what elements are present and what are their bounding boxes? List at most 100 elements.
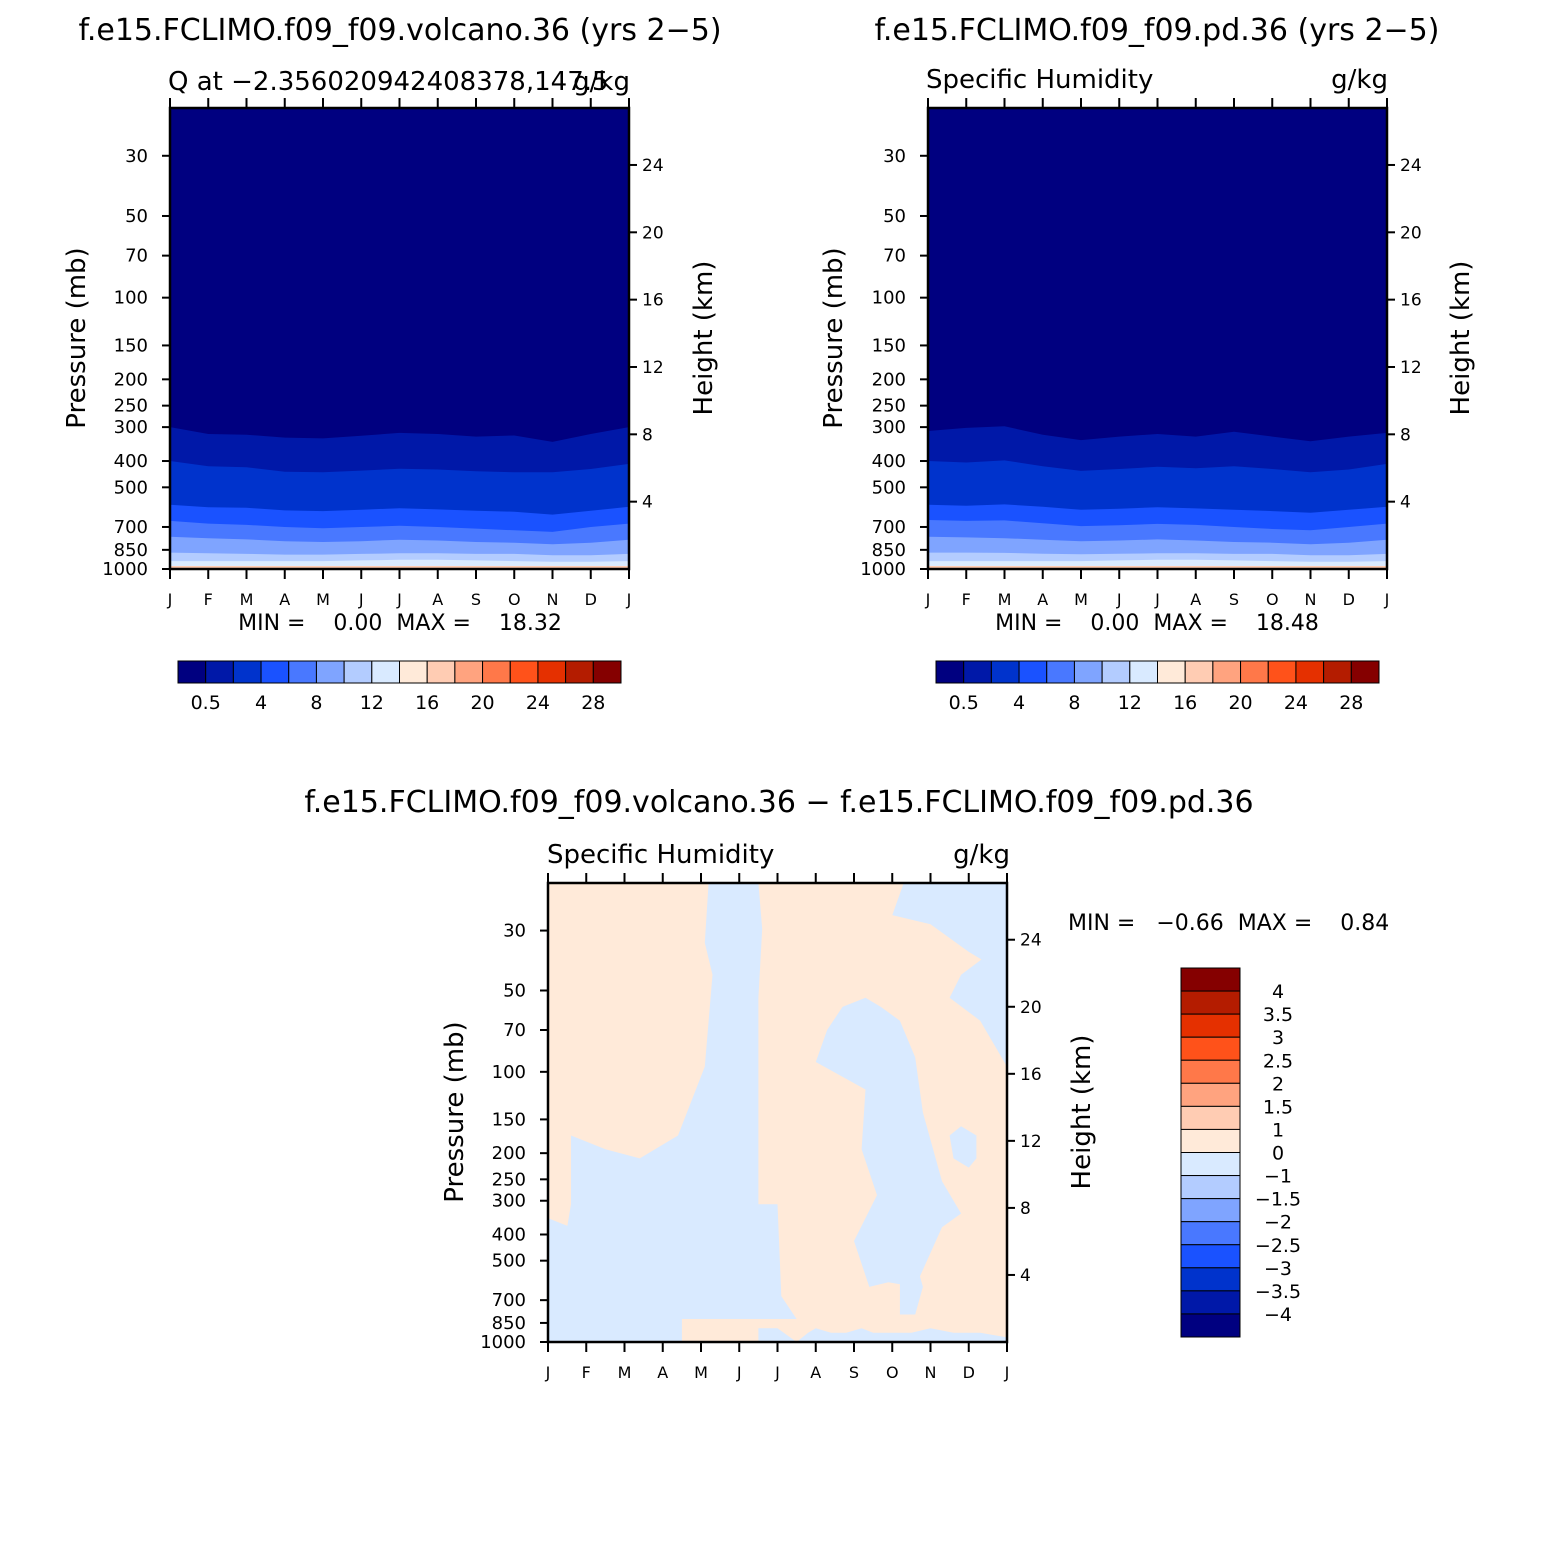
panel-pd-colorbar-box	[1240, 660, 1269, 684]
panel-difference-right-subtitle: g/kg	[953, 840, 1010, 870]
panel-pd-pressure-tick-label: 1000	[860, 559, 906, 580]
panel-volcano-colorbar-box	[315, 660, 345, 684]
panel-difference-colorbar-label: 2	[1272, 1073, 1284, 1095]
panel-difference-height-tick-label: 24	[1020, 931, 1042, 951]
panel-pd-month-label: J	[925, 590, 931, 609]
panel-pd-left-subtitle: Specific Humidity	[926, 65, 1153, 95]
panel-pd-pressure-tick-label: 400	[872, 451, 906, 472]
panel-difference-colorbar-label: 3.5	[1263, 1004, 1293, 1026]
panel-pd-month-label: S	[1229, 590, 1239, 609]
panel-pd-colorbar-box	[1046, 660, 1075, 684]
panel-difference-pressure-tick-label: 1000	[480, 1332, 526, 1353]
panel-difference-colorbar-label: 0	[1272, 1143, 1284, 1165]
panel-volcano-colorbar-box	[426, 660, 456, 684]
panel-volcano-month-label: S	[471, 590, 481, 609]
panel-difference-contour-fill	[548, 883, 1007, 1342]
panel-pd-month-label: D	[1343, 590, 1355, 609]
panel-pd-colorbar-label: 12	[1118, 692, 1142, 714]
panel-difference-negative-region	[758, 1328, 797, 1342]
panel-pd-pressure-tick-label: 850	[872, 540, 906, 561]
panel-volcano-colorbar-label: 24	[526, 692, 550, 714]
panel-difference-colorbar-label: 4	[1272, 981, 1284, 1003]
panel-difference-pressure-tick-label: 50	[503, 981, 526, 1002]
panel-pd-colorbar-box	[1295, 660, 1325, 684]
panel-volcano-colorbar-label: 12	[360, 692, 384, 714]
panel-difference-height-tick-label: 16	[1020, 1065, 1042, 1085]
panel-pd-stats: MIN = 0.00 MAX = 18.48	[995, 611, 1319, 636]
panel-pd-title: f.e15.FCLIMO.f09_f09.pd.36 (yrs 2−5)	[875, 13, 1440, 48]
panel-volcano-month-label: J	[626, 590, 632, 609]
panel-difference-colorbar-box	[1180, 1036, 1241, 1061]
panel-volcano-month-label: F	[204, 590, 213, 609]
panel-volcano-height-tick-label: 24	[642, 156, 664, 176]
panel-volcano-pressure-tick-label: 300	[114, 417, 148, 438]
panel-pd: f.e15.FCLIMO.f09_f09.pd.36 (yrs 2−5) Spe…	[819, 13, 1476, 714]
panel-difference-colorbar-label: 1	[1272, 1119, 1284, 1141]
panel-pd-colorbar-box	[1323, 660, 1352, 684]
panel-difference-month-label: M	[694, 1363, 708, 1382]
panel-volcano-right-subtitle: g/kg	[573, 67, 630, 97]
panel-difference-colorbar-box	[1180, 1059, 1241, 1084]
panel-volcano-pressure-tick-label: 1000	[102, 559, 148, 580]
panel-volcano-month-label: J	[396, 590, 402, 609]
panel-difference-month-label: A	[810, 1363, 821, 1382]
panel-difference-pressure-tick-label: 700	[492, 1290, 526, 1311]
panel-pd-month-label: O	[1266, 590, 1279, 609]
panel-volcano-pressure-tick-label: 850	[114, 540, 148, 561]
panel-volcano-pressure-tick-label: 400	[114, 451, 148, 472]
panel-pd-colorbar-box	[935, 660, 965, 684]
panel-pd-colorbar-box	[1350, 660, 1380, 684]
panel-difference-colorbar-box	[1180, 1128, 1241, 1153]
panel-pd-left-axis-label: Pressure (mb)	[819, 247, 849, 428]
panel-difference-colorbar-box	[1180, 1221, 1241, 1246]
panel-volcano-contour-fill	[170, 108, 629, 569]
panel-volcano-colorbar-label: 4	[255, 692, 267, 714]
panel-difference-negative-region	[563, 883, 797, 1333]
panel-pd-colorbar-box	[990, 660, 1020, 684]
panel-pd-colorbar-label: 20	[1228, 692, 1252, 714]
panel-volcano-height-tick-label: 12	[642, 358, 664, 378]
panel-volcano-month-label: J	[167, 590, 173, 609]
panel-difference-colorbar-label: 2.5	[1263, 1050, 1293, 1072]
panel-pd-height-tick-label: 16	[1400, 291, 1422, 311]
panel-volcano-stats: MIN = 0.00 MAX = 18.32	[238, 611, 562, 636]
panel-pd-pressure-tick-label: 70	[883, 246, 906, 267]
panel-pd-pressure-tick-label: 500	[872, 477, 906, 498]
panel-volcano-colorbar-box	[260, 660, 290, 684]
panel-difference-month-label: N	[925, 1363, 937, 1382]
panel-difference-colorbar-box	[1180, 1175, 1241, 1200]
panel-difference-pressure-tick-label: 300	[492, 1191, 526, 1212]
panel-volcano-pressure-tick-label: 150	[114, 335, 148, 356]
panel-pd-pressure-tick-label: 200	[872, 369, 906, 390]
panel-pd-colorbar: 0.5 4 8 12 16 20 24 28	[935, 660, 1380, 714]
panel-pd-month-label: J	[1154, 590, 1160, 609]
panel-difference-colorbar-box	[1180, 990, 1241, 1015]
panel-volcano-pressure-tick-label: 100	[114, 288, 148, 309]
panel-difference-height-tick-label: 12	[1020, 1132, 1042, 1152]
panel-volcano-pressure-tick-label: 70	[125, 246, 148, 267]
panel-difference-colorbar-box	[1180, 967, 1241, 992]
panel-volcano-colorbar-box	[232, 660, 262, 684]
panel-pd-pressure-tick-label: 50	[883, 206, 906, 227]
panel-volcano-colorbar-label: 28	[581, 692, 605, 714]
panel-pd-colorbar-label: 24	[1284, 692, 1308, 714]
panel-pd-height-tick-label: 8	[1400, 425, 1411, 445]
panel-difference-colorbar-label: −2	[1264, 1212, 1292, 1234]
panel-difference-month-label: O	[886, 1363, 899, 1382]
panel-pd-pressure-tick-label: 150	[872, 335, 906, 356]
panel-pd-contour-band	[928, 566, 1387, 569]
panel-difference-left-subtitle: Specific Humidity	[547, 840, 774, 870]
panel-volcano-colorbar-box	[509, 660, 539, 684]
panel-volcano-pressure-tick-label: 50	[125, 206, 148, 227]
panel-volcano-height-tick-label: 16	[642, 291, 664, 311]
panel-volcano-month-label: O	[508, 590, 521, 609]
panel-difference-pressure-tick-label: 400	[492, 1224, 526, 1245]
panel-difference-month-label: D	[963, 1363, 975, 1382]
panel-difference-colorbar-box	[1180, 1313, 1241, 1338]
panel-pd-colorbar-label: 28	[1339, 692, 1363, 714]
panel-volcano-colorbar-box	[454, 660, 484, 684]
panel-pd-month-label: J	[1116, 590, 1122, 609]
panel-difference-left-axis-label: Pressure (mb)	[440, 1021, 470, 1202]
panel-difference-colorbar-box	[1180, 1244, 1241, 1269]
panel-volcano-colorbar: 0.5 4 8 12 16 20 24 28	[177, 660, 622, 714]
